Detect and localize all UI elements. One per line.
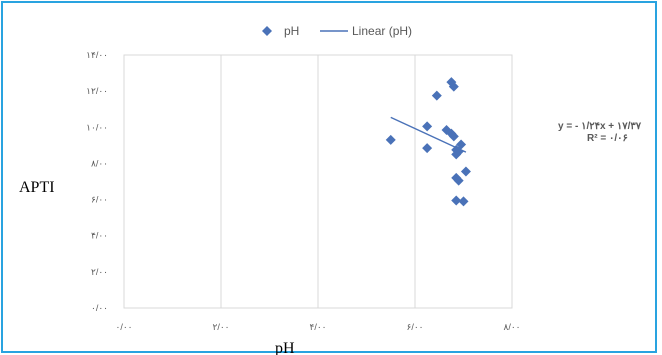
legend-label-ph: pH bbox=[284, 24, 299, 38]
x-tick-label: ۴/۰۰ bbox=[309, 322, 326, 332]
legend-label-linear: Linear (pH) bbox=[352, 24, 412, 38]
r-squared-label: R² = ۰/۰۶ bbox=[587, 133, 628, 144]
y-tick-label: ۱۴/۰۰ bbox=[86, 50, 108, 60]
x-tick-label: ۶/۰۰ bbox=[406, 322, 423, 332]
y-tick-label: ۴/۰۰ bbox=[91, 231, 108, 241]
y-axis-title: APTI bbox=[19, 179, 55, 196]
legend-marker-diamond bbox=[262, 26, 272, 36]
y-tick-label: ۸/۰۰ bbox=[91, 158, 108, 168]
x-tick-labels: ۰/۰۰ ۲/۰۰ ۴/۰۰ ۶/۰۰ ۸/۰۰ bbox=[115, 322, 520, 332]
x-tick-label: ۰/۰۰ bbox=[115, 322, 132, 332]
x-tick-label: ۸/۰۰ bbox=[503, 322, 520, 332]
y-tick-label: ۱۰/۰۰ bbox=[86, 122, 108, 132]
y-tick-label: ۲/۰۰ bbox=[91, 267, 108, 277]
x-tick-label: ۲/۰۰ bbox=[212, 322, 229, 332]
trendline-equation: y = - ۱/۲۴x + ۱۷/۳۷ bbox=[558, 121, 642, 132]
y-tick-label: ۱۲/۰۰ bbox=[86, 86, 108, 96]
legend: pH Linear (pH) bbox=[262, 24, 412, 38]
y-tick-label: ۰/۰۰ bbox=[91, 303, 108, 313]
y-tick-labels: ۰/۰۰ ۲/۰۰ ۴/۰۰ ۶/۰۰ ۸/۰۰ ۱۰/۰۰ ۱۲/۰۰ ۱۴/۰۰ bbox=[86, 50, 108, 313]
x-axis-title: pH bbox=[275, 340, 295, 355]
chart-svg: ۰/۰۰ ۲/۰۰ ۴/۰۰ ۶/۰۰ ۸/۰۰ ۰/۰۰ ۲/۰۰ ۴/۰۰ ۶/۰۰ ۸/۰… bbox=[3, 3, 659, 355]
y-tick-label: ۶/۰۰ bbox=[91, 195, 108, 205]
